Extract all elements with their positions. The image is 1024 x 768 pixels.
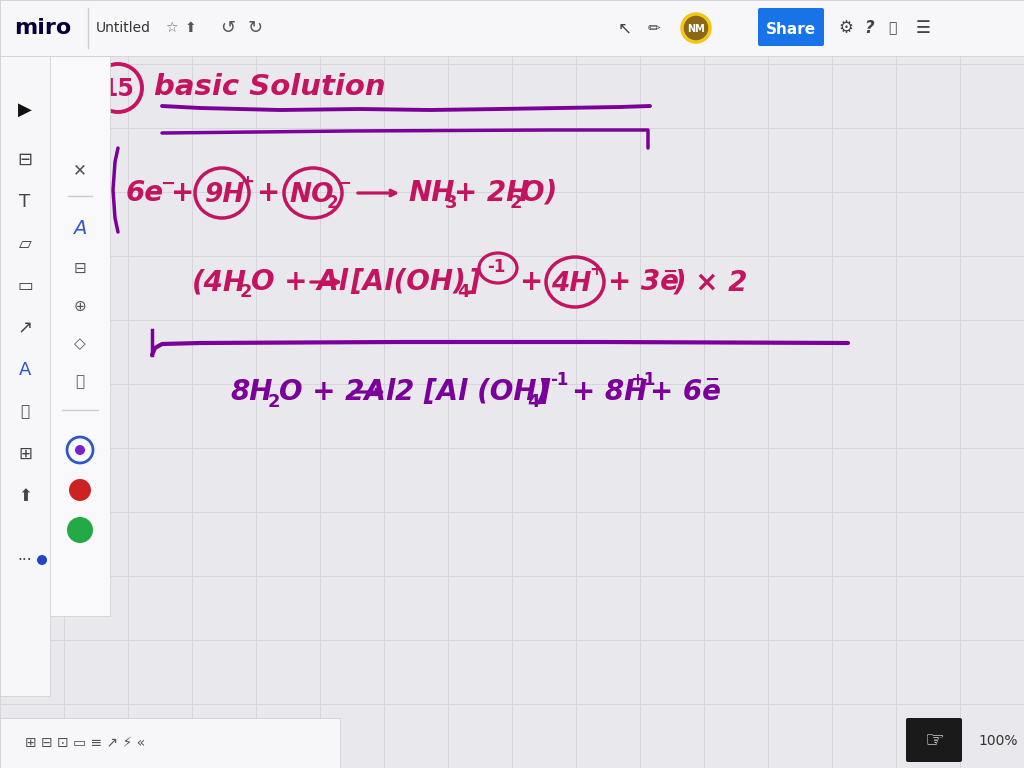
Text: ✏: ✏ <box>648 21 660 35</box>
Text: ⊞ ⊟ ⊡ ▭ ≡ ↗ ⚡ «: ⊞ ⊟ ⊡ ▭ ≡ ↗ ⚡ « <box>25 736 145 750</box>
FancyBboxPatch shape <box>50 56 110 616</box>
Text: 4: 4 <box>457 283 469 301</box>
FancyBboxPatch shape <box>0 0 1024 56</box>
Text: ⊟: ⊟ <box>17 151 33 169</box>
Text: (4H: (4H <box>193 268 247 296</box>
FancyBboxPatch shape <box>906 718 962 762</box>
Text: + 8H: + 8H <box>572 378 647 406</box>
Text: ···: ··· <box>17 552 33 568</box>
Text: ☰: ☰ <box>916 19 931 37</box>
Text: A: A <box>74 219 87 237</box>
FancyBboxPatch shape <box>758 8 824 46</box>
Text: −: − <box>160 175 175 193</box>
Text: 4: 4 <box>527 393 540 411</box>
Text: ↻: ↻ <box>248 19 263 37</box>
Text: +: + <box>170 179 194 207</box>
Text: ⬆: ⬆ <box>18 487 32 505</box>
Text: ⊕: ⊕ <box>74 299 86 313</box>
Text: 2 [Al (OH): 2 [Al (OH) <box>395 378 549 406</box>
Text: ▭: ▭ <box>17 277 33 295</box>
Text: +1: +1 <box>630 371 655 389</box>
Text: 9H: 9H <box>205 182 246 208</box>
Circle shape <box>67 517 93 543</box>
Text: ⚙: ⚙ <box>838 19 853 37</box>
Text: ]: ] <box>538 378 551 406</box>
Text: 15: 15 <box>101 77 134 101</box>
FancyBboxPatch shape <box>0 718 340 768</box>
Text: A: A <box>18 361 31 379</box>
Circle shape <box>75 445 85 455</box>
Text: Share: Share <box>766 22 816 37</box>
Text: ⬭: ⬭ <box>76 375 85 389</box>
Text: NH: NH <box>408 179 455 207</box>
Text: O + 2Al: O + 2Al <box>279 378 395 406</box>
Text: T: T <box>19 193 31 211</box>
Text: + 2H: + 2H <box>454 179 529 207</box>
Text: ) × 2: ) × 2 <box>674 268 749 296</box>
Text: 6e: 6e <box>126 179 164 207</box>
Text: 2: 2 <box>327 194 339 212</box>
FancyBboxPatch shape <box>0 56 50 696</box>
Text: ⬆: ⬆ <box>185 21 197 35</box>
Text: ✕: ✕ <box>73 161 87 179</box>
Text: [Al(OH): [Al(OH) <box>350 268 466 296</box>
Text: NM: NM <box>687 24 705 34</box>
Text: ▱: ▱ <box>18 235 32 253</box>
Text: ▶: ▶ <box>18 101 32 119</box>
Circle shape <box>69 479 91 501</box>
Text: 2: 2 <box>240 283 253 301</box>
Text: O): O) <box>521 179 557 207</box>
Text: ↖: ↖ <box>618 19 632 37</box>
Text: 💬: 💬 <box>20 405 30 419</box>
Text: -1: -1 <box>487 258 506 276</box>
Text: ?: ? <box>864 19 873 37</box>
Text: Untitled: Untitled <box>96 21 151 35</box>
Text: 2: 2 <box>268 393 281 411</box>
Circle shape <box>37 555 47 565</box>
Text: ↺: ↺ <box>220 19 236 37</box>
Text: ☞: ☞ <box>924 731 944 751</box>
Text: ☆: ☆ <box>165 21 177 35</box>
Text: ↗: ↗ <box>17 319 33 337</box>
Text: 8H: 8H <box>230 378 272 406</box>
Text: +: + <box>589 261 603 279</box>
Text: ⊞: ⊞ <box>18 445 32 463</box>
Text: +: + <box>520 268 553 296</box>
Text: ⊟: ⊟ <box>74 260 86 276</box>
Text: 3: 3 <box>445 194 458 212</box>
Text: −: − <box>705 371 719 389</box>
Text: -1: -1 <box>550 371 568 389</box>
Text: −: − <box>337 173 351 191</box>
Text: +: + <box>256 179 280 207</box>
Text: −: − <box>662 263 677 281</box>
Text: 🔍: 🔍 <box>888 21 896 35</box>
Text: ]: ] <box>468 268 480 296</box>
Text: basic Solution: basic Solution <box>154 73 386 101</box>
Text: 100%: 100% <box>978 734 1018 748</box>
Text: NO: NO <box>289 182 334 208</box>
Text: + 3e: + 3e <box>608 268 679 296</box>
Circle shape <box>682 14 710 42</box>
Text: ◇: ◇ <box>74 336 86 352</box>
Text: + 6e: + 6e <box>650 378 721 406</box>
Text: 4H: 4H <box>551 271 592 297</box>
Text: +: + <box>240 173 254 191</box>
Text: 2: 2 <box>510 194 522 212</box>
Text: O + Al: O + Al <box>251 268 348 296</box>
Text: miro: miro <box>14 18 72 38</box>
